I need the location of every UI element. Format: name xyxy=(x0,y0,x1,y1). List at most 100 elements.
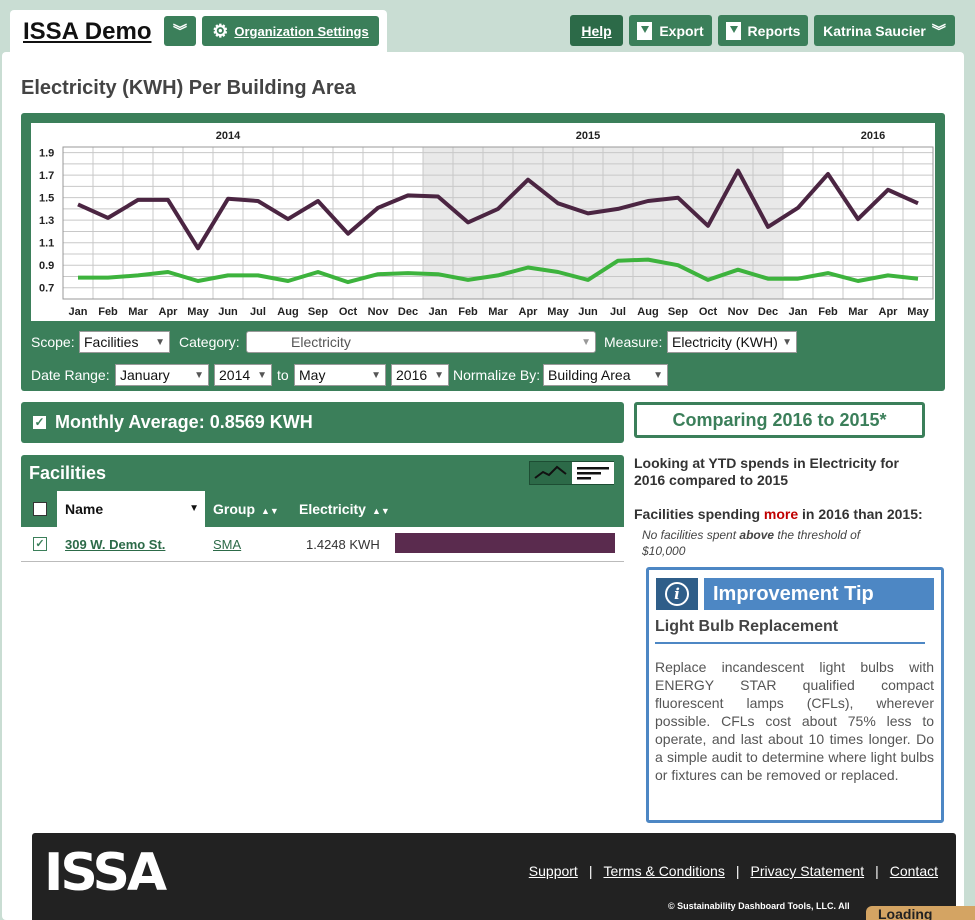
scope-value: Facilities xyxy=(84,334,139,350)
scope-label: Scope: xyxy=(31,334,75,350)
x-tick-label: May xyxy=(187,306,209,318)
info-icon: i xyxy=(656,578,698,610)
download-icon xyxy=(637,21,653,40)
export-button[interactable]: Export xyxy=(629,15,712,46)
x-tick-label: Sep xyxy=(308,306,328,318)
y-tick-label: 0.7 xyxy=(39,283,54,295)
line-view-button[interactable] xyxy=(530,462,572,484)
x-tick-label: Apr xyxy=(879,306,899,318)
improvement-tip-card: i Improvement Tip Light Bulb Replacement… xyxy=(646,567,944,823)
chart-panel: 1.9 1.7 1.5 1.3 1.1 0.9 0.7 Jan Feb Mar Apr May Jun J… xyxy=(21,113,945,391)
name-column-label: Name xyxy=(65,501,104,517)
app-title[interactable]: ISSA Demo xyxy=(23,18,152,45)
table-row: ✓ 309 W. Demo St. SMA 1.4248 KWH xyxy=(21,527,624,562)
normalize-value: Building Area xyxy=(548,367,631,383)
spend-suffix: in 2016 than 2015: xyxy=(798,506,923,522)
reports-label: Reports xyxy=(747,22,801,39)
start-year-select[interactable]: 2014 ▼ xyxy=(214,364,272,386)
double-chevron-down-icon: ︾ xyxy=(173,23,187,39)
bar-view-button[interactable] xyxy=(572,462,614,484)
x-tick-label: May xyxy=(907,306,929,318)
to-label: to xyxy=(277,367,289,383)
organization-settings-button[interactable]: ⚙ Organization Settings xyxy=(202,16,379,46)
no-fac-prefix: No facilities spent xyxy=(642,528,740,542)
organization-settings-label: Organization Settings xyxy=(234,23,369,39)
x-tick-label: Jun xyxy=(578,306,598,318)
x-tick-label: Nov xyxy=(368,306,390,318)
x-tick-label: Oct xyxy=(699,306,718,318)
name-column-header[interactable]: Name ▼ xyxy=(57,491,205,527)
footer-links: Support | Terms & Conditions | Privacy State… xyxy=(529,863,938,879)
end-year-select[interactable]: 2016 ▼ xyxy=(391,364,449,386)
double-chevron-down-icon: ︾ xyxy=(931,22,946,39)
issa-logo: ISSA xyxy=(44,843,167,903)
x-tick-label: Nov xyxy=(728,306,750,318)
help-button[interactable]: Help xyxy=(570,15,623,46)
line-chart-icon xyxy=(534,465,567,479)
category-select[interactable]: Electricity ▼ xyxy=(246,331,596,353)
sort-icon: ▲▼ xyxy=(261,506,279,516)
x-tick-label: Apr xyxy=(159,306,179,318)
electricity-bar xyxy=(395,533,615,553)
facility-electricity-value: 1.4248 KWH xyxy=(306,537,380,552)
scope-select[interactable]: Facilities ▼ xyxy=(79,331,170,353)
no-fac-above: above xyxy=(739,528,775,542)
terms-link[interactable]: Terms & Conditions xyxy=(603,863,725,879)
normalize-select[interactable]: Building Area ▼ xyxy=(543,364,668,386)
footer: ISSA Support | Terms & Conditions | Privacy … xyxy=(32,833,956,920)
end-month-select[interactable]: May ▼ xyxy=(294,364,386,386)
no-facilities-note: No facilities spent above the threshold … xyxy=(642,527,902,559)
tip-subtitle: Light Bulb Replacement xyxy=(655,618,925,644)
no-fac-suffix: the threshold of $10,000 xyxy=(642,528,861,558)
x-tick-label: Apr xyxy=(519,306,539,318)
row-checkbox[interactable]: ✓ xyxy=(33,537,47,551)
info-glyph: i xyxy=(665,582,689,606)
start-month-select[interactable]: January ▼ xyxy=(115,364,209,386)
download-icon xyxy=(725,21,741,40)
x-tick-label: Sep xyxy=(668,306,688,318)
user-menu-button[interactable]: Katrina Saucier ︾ xyxy=(814,15,955,46)
main-content: Electricity (KWH) Per Building Area 1.9 1… xyxy=(2,52,964,920)
y-tick-label: 1.7 xyxy=(39,170,54,182)
tip-title: Improvement Tip xyxy=(704,578,934,610)
x-tick-label: Mar xyxy=(848,306,868,318)
support-link[interactable]: Support xyxy=(528,863,578,879)
page-title: Electricity (KWH) Per Building Area xyxy=(21,77,356,99)
series-line-current xyxy=(77,168,919,251)
x-tick-label: May xyxy=(547,306,569,318)
y-tick-label: 1.1 xyxy=(39,238,54,250)
group-column-header[interactable]: Group ▲▼ xyxy=(213,491,279,527)
year-label: 2016 xyxy=(861,130,885,142)
category-value: Electricity xyxy=(291,334,351,350)
x-tick-label: Feb xyxy=(818,306,838,318)
x-tick-label: Jun xyxy=(218,306,238,318)
x-tick-label: Dec xyxy=(398,306,418,318)
measure-label: Measure: xyxy=(604,334,663,350)
contact-link[interactable]: Contact xyxy=(889,863,938,879)
facility-name-link[interactable]: 309 W. Demo St. xyxy=(65,537,166,552)
measure-select[interactable]: Electricity (KWH) ▼ xyxy=(667,331,797,353)
end-month-value: May xyxy=(299,367,326,383)
reports-button[interactable]: Reports xyxy=(718,15,808,46)
spend-more: more xyxy=(763,506,799,522)
tip-body: Replace incandescent light bulbs with EN… xyxy=(655,659,934,783)
privacy-link[interactable]: Privacy Statement xyxy=(750,863,865,879)
monthly-average-checkbox[interactable]: ✓ xyxy=(33,415,46,429)
x-tick-label: Oct xyxy=(339,306,358,318)
select-all-checkbox[interactable] xyxy=(33,502,47,516)
chevron-down-icon: ▼ xyxy=(371,370,381,381)
x-tick-label: Jul xyxy=(610,306,626,318)
chevron-down-icon: ▼ xyxy=(434,370,444,381)
electricity-column-header[interactable]: Electricity ▲▼ xyxy=(299,491,390,527)
x-tick-label: Aug xyxy=(277,306,298,318)
measure-value: Electricity (KWH) xyxy=(672,334,778,350)
facility-group-link[interactable]: SMA xyxy=(213,537,242,552)
x-tick-label: Dec xyxy=(758,306,778,318)
series-line-average xyxy=(78,257,919,285)
facilities-spending-heading: Facilities spending more in 2016 than 20… xyxy=(634,506,923,522)
org-menu-toggle-button[interactable]: ︾ xyxy=(164,16,196,46)
sort-icon: ▲▼ xyxy=(371,506,390,516)
chevron-down-icon: ▼ xyxy=(194,370,204,381)
x-tick-label: Feb xyxy=(98,306,118,318)
x-tick-label: Jan xyxy=(429,306,448,318)
